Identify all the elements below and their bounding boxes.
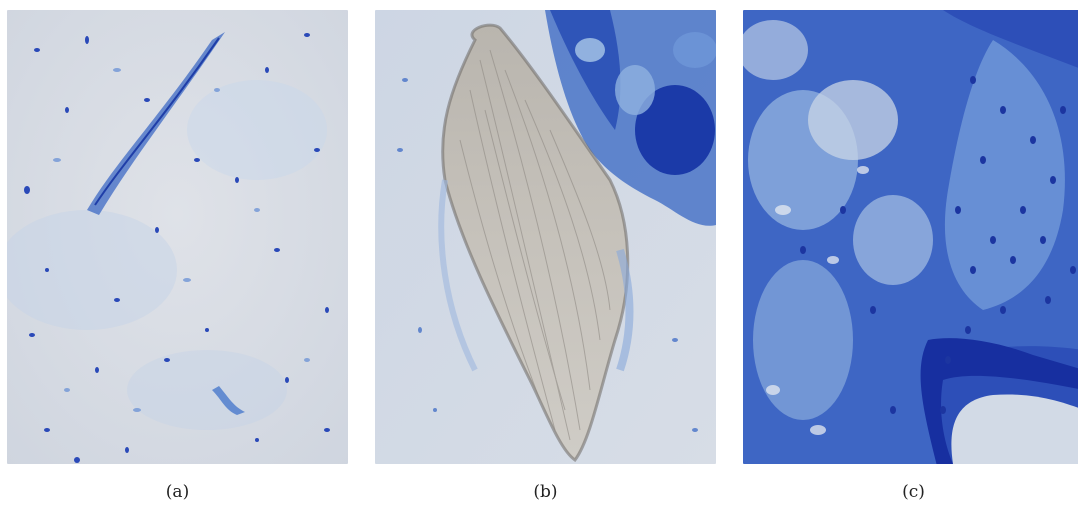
cell-nuclei — [24, 33, 330, 463]
micrograph-panel-c — [743, 10, 1078, 464]
micrograph-panel-a — [7, 10, 348, 464]
caption-a: (a) — [165, 482, 190, 502]
micrograph-b-image — [375, 10, 716, 464]
micrograph-c-image — [743, 10, 1078, 464]
epithelium-band — [931, 10, 1078, 464]
cell-nuclei — [800, 76, 1076, 414]
caption-c: (c) — [902, 482, 925, 502]
micrograph-a-image — [7, 10, 348, 464]
caption-b: (b) — [533, 482, 558, 502]
micrograph-panel-b — [375, 10, 716, 464]
